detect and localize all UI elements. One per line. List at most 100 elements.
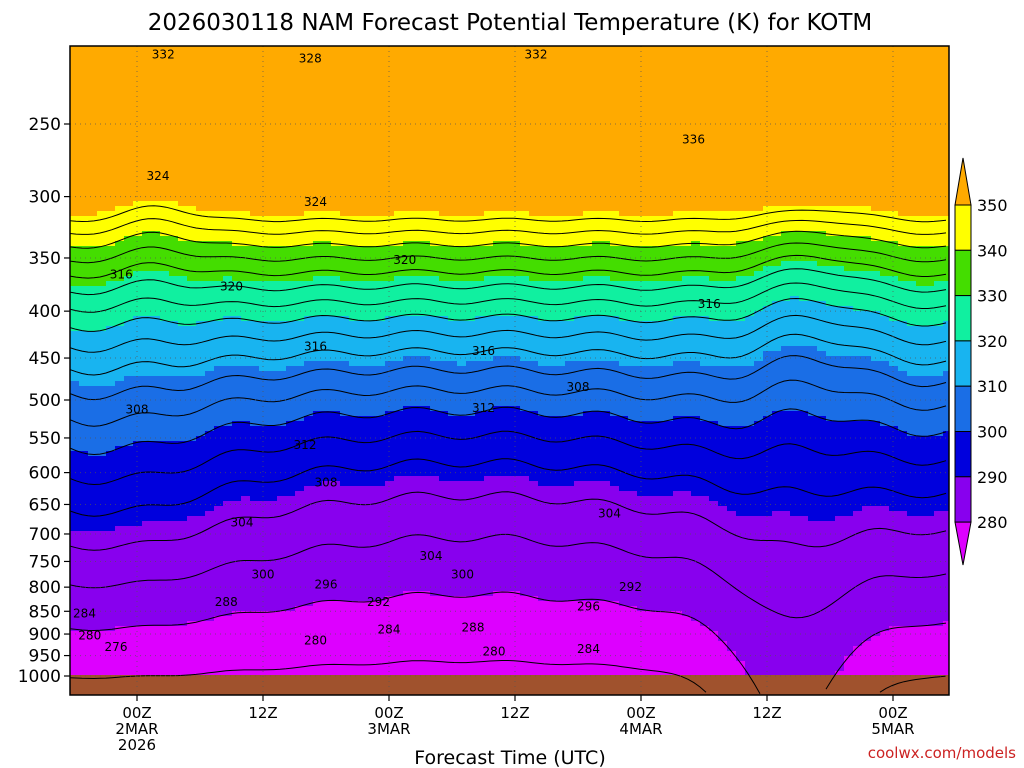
contour-label: 308 <box>315 475 338 489</box>
contour-label: 308 <box>126 402 149 416</box>
contour-label: 332 <box>525 48 548 62</box>
contour-label: 300 <box>252 568 275 582</box>
contour-label: 336 <box>682 133 705 147</box>
grid <box>70 46 949 695</box>
contour-label: 304 <box>231 515 254 529</box>
contour-line <box>70 333 947 376</box>
y-tick-label: 700 <box>29 525 61 545</box>
credit-link[interactable]: coolwx.com/models <box>868 744 1016 762</box>
contour-line <box>70 230 947 249</box>
contour-label: 316 <box>304 339 327 353</box>
contour-line <box>70 282 947 313</box>
colorbar-swatch <box>954 431 972 478</box>
x-tick-label: 12Z <box>500 704 529 722</box>
y-tick-label: 350 <box>29 249 61 269</box>
y-tick-label: 500 <box>29 391 61 411</box>
y-tick-label: 650 <box>29 495 61 515</box>
contour-label: 316 <box>698 297 721 311</box>
contour-label: 288 <box>215 595 238 609</box>
contour-line <box>70 491 947 551</box>
contour-label: 316 <box>472 344 495 358</box>
y-axis: 250 300 350 400 450 500 550 600 650 700 750 800 850 9… <box>18 115 70 687</box>
chart-title: 2026030118 NAM Forecast Potential Temper… <box>148 10 873 36</box>
x-tick-label: 3MAR <box>367 720 410 738</box>
y-tick-label: 400 <box>29 302 61 322</box>
colorbar-swatch <box>954 249 972 297</box>
contour-line <box>70 242 947 264</box>
contour-label: 292 <box>619 580 642 594</box>
contour-labels: 332 328 332 336 324 324 320 320 316 316 316 316 312 3… <box>73 48 721 659</box>
plot-frame <box>69 45 950 696</box>
contour-label: 300 <box>451 568 474 582</box>
contour-label: 296 <box>577 600 600 614</box>
colorbar-arrow-top <box>954 157 972 206</box>
contour-line <box>70 533 947 619</box>
contour-label: 332 <box>152 48 175 62</box>
contour-label: 324 <box>147 169 170 183</box>
colorbar-label: 350 <box>977 196 1008 215</box>
y-tick-label: 600 <box>29 464 61 484</box>
y-tick-label: 550 <box>29 429 61 449</box>
contour-label: 280 <box>483 644 506 658</box>
contour-line <box>70 297 947 332</box>
contour-label: 320 <box>393 253 416 267</box>
colorbar-swatch <box>954 295 972 342</box>
contour-line <box>70 458 947 517</box>
contour-label: 284 <box>73 607 96 621</box>
contour-label: 280 <box>304 634 327 648</box>
x-tick-label: 12Z <box>752 704 781 722</box>
contour-label: 284 <box>378 623 401 637</box>
colorbar-swatch <box>954 204 972 251</box>
x-tick-label: 00Z <box>122 704 151 722</box>
contour-line <box>70 379 947 427</box>
y-tick-label: 750 <box>29 552 61 572</box>
x-axis-label: Forecast Time (UTC) <box>414 747 605 768</box>
colorbar-swatch <box>954 340 972 387</box>
y-tick-label: 250 <box>29 115 61 135</box>
x-tick-label: 2MAR <box>115 720 158 738</box>
contour-label: 304 <box>420 549 443 563</box>
colorbar-label: 320 <box>977 332 1008 351</box>
x-tick-label: 00Z <box>626 704 655 722</box>
contour-label: 288 <box>462 620 485 634</box>
colorbar-label: 330 <box>977 287 1008 306</box>
colorbar-label: 290 <box>977 468 1008 487</box>
contour-line <box>70 430 947 486</box>
contour-line <box>70 268 947 296</box>
contour-label: 316 <box>110 268 133 282</box>
contour-label: 312 <box>294 438 317 452</box>
contour-label: 296 <box>315 578 338 592</box>
x-tick-label: 5MAR <box>871 720 914 738</box>
y-tick-label: 900 <box>29 625 61 645</box>
y-tick-label: 850 <box>29 602 61 622</box>
contour-label: 304 <box>598 507 621 521</box>
x-tick-label: 00Z <box>878 704 907 722</box>
contour-label: 284 <box>577 642 600 656</box>
contour-label: 308 <box>567 380 590 394</box>
contour-label: 276 <box>105 640 128 654</box>
contour-line <box>70 406 947 456</box>
contour-line <box>70 254 947 279</box>
x-tick-label: 00Z <box>374 704 403 722</box>
y-tick-label: 1000 <box>18 667 61 687</box>
y-tick-label: 300 <box>29 188 61 208</box>
colorbar-label: 340 <box>977 241 1008 260</box>
contour-line <box>70 205 947 223</box>
contour-label: 280 <box>78 628 101 642</box>
contour-line <box>70 591 947 694</box>
y-tick-label: 950 <box>29 647 61 667</box>
contour-line <box>70 355 947 401</box>
ground <box>70 675 949 695</box>
colorbar-swatch <box>954 476 972 523</box>
contour-label: 292 <box>367 595 390 609</box>
contour-line <box>70 314 947 353</box>
colorbar-arrow-bottom <box>954 521 972 566</box>
color-bands <box>70 46 949 695</box>
colorbar-label: 300 <box>977 423 1008 442</box>
contour-label: 324 <box>304 195 327 209</box>
contour-label: 320 <box>220 280 243 294</box>
contour-line <box>70 218 947 235</box>
y-tick-label: 450 <box>29 349 61 369</box>
